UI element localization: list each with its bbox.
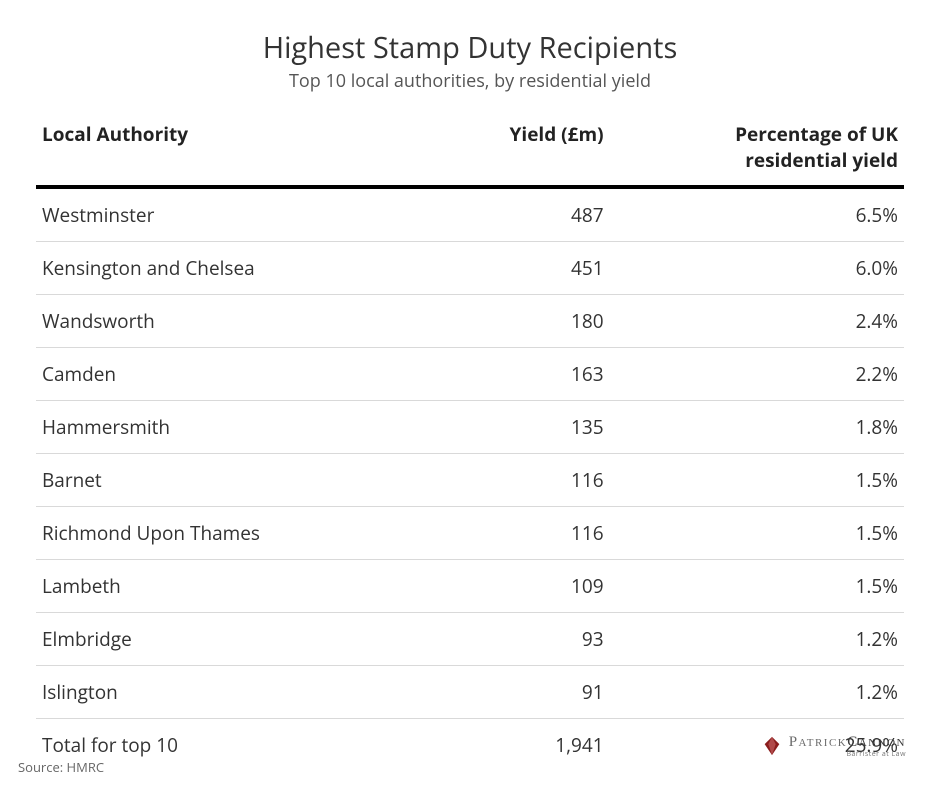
cell-local: Westminster: [36, 187, 470, 242]
table-row: Islington911.2%: [36, 666, 904, 719]
cell-yield: 163: [470, 348, 644, 401]
table-row: Westminster4876.5%: [36, 187, 904, 242]
cell-yield: 487: [470, 187, 644, 242]
table-row: Richmond Upon Thames1161.5%: [36, 507, 904, 560]
cell-local: Kensington and Chelsea: [36, 242, 470, 295]
table-row: Hammersmith1351.8%: [36, 401, 904, 454]
cell-yield: 116: [470, 507, 644, 560]
cell-pct: 1.8%: [644, 401, 904, 454]
cell-yield: 91: [470, 666, 644, 719]
cell-pct: 1.2%: [644, 666, 904, 719]
cell-pct: 6.5%: [644, 187, 904, 242]
page-subtitle: Top 10 local authorities, by residential…: [36, 69, 904, 93]
stamp-duty-table: Local Authority Yield (£m) Percentage of…: [36, 113, 904, 771]
table-header-row: Local Authority Yield (£m) Percentage of…: [36, 113, 904, 187]
logo-first: Patrick: [789, 734, 848, 750]
brand-logo: PatrickCannon Barrister at Law: [761, 734, 906, 758]
cell-local: Elmbridge: [36, 613, 470, 666]
cell-local: Hammersmith: [36, 401, 470, 454]
cell-local: Richmond Upon Thames: [36, 507, 470, 560]
cell-pct: 2.2%: [644, 348, 904, 401]
table-row: Lambeth1091.5%: [36, 560, 904, 613]
cell-yield: 180: [470, 295, 644, 348]
cell-local: Lambeth: [36, 560, 470, 613]
table-row: Barnet1161.5%: [36, 454, 904, 507]
table-row: Camden1632.2%: [36, 348, 904, 401]
col-header-yield: Yield (£m): [470, 113, 644, 187]
table-row: Elmbridge931.2%: [36, 613, 904, 666]
table-row: Wandsworth1802.4%: [36, 295, 904, 348]
cell-yield: 135: [470, 401, 644, 454]
table-row: Kensington and Chelsea4516.0%: [36, 242, 904, 295]
cell-pct: 1.5%: [644, 560, 904, 613]
cell-yield: 116: [470, 454, 644, 507]
cell-pct: 6.0%: [644, 242, 904, 295]
col-header-local: Local Authority: [36, 113, 470, 187]
cell-yield: 451: [470, 242, 644, 295]
cell-yield: 93: [470, 613, 644, 666]
logo-mark-icon: [761, 735, 783, 757]
cell-local: Camden: [36, 348, 470, 401]
cell-local: Islington: [36, 666, 470, 719]
cell-local: Barnet: [36, 454, 470, 507]
source-footnote: Source: HMRC: [18, 758, 104, 776]
cell-pct: 2.4%: [644, 295, 904, 348]
col-header-pct: Percentage of UK residential yield: [644, 113, 904, 187]
cell-pct: 1.5%: [644, 507, 904, 560]
cell-total-yield: 1,941: [470, 719, 644, 772]
cell-local: Wandsworth: [36, 295, 470, 348]
cell-yield: 109: [470, 560, 644, 613]
cell-pct: 1.5%: [644, 454, 904, 507]
logo-tagline: Barrister at Law: [789, 751, 906, 758]
logo-name: PatrickCannon: [789, 734, 906, 750]
page-title: Highest Stamp Duty Recipients: [36, 28, 904, 67]
logo-text: PatrickCannon Barrister at Law: [789, 734, 906, 758]
cell-pct: 1.2%: [644, 613, 904, 666]
logo-last: Cannon: [847, 734, 906, 750]
